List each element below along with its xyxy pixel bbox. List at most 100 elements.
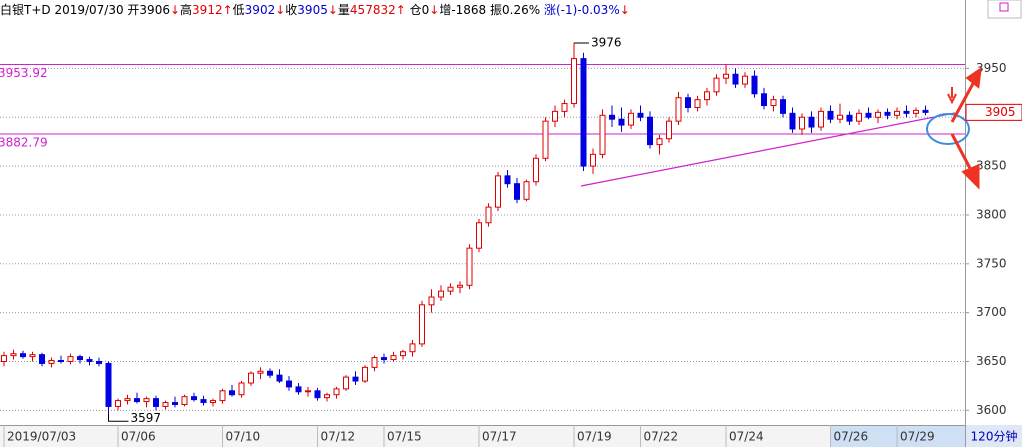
candle-body bbox=[466, 247, 473, 286]
header-segment: ↓ bbox=[328, 3, 338, 17]
annotation-label: 3976 bbox=[591, 35, 622, 49]
y-tick-label: 3950 bbox=[976, 61, 1007, 75]
candle-body bbox=[457, 284, 463, 288]
candle-body bbox=[1, 355, 7, 362]
candle-body bbox=[419, 304, 425, 345]
candle-body bbox=[523, 181, 530, 200]
candle-body bbox=[837, 114, 843, 120]
y-tick-label: 3600 bbox=[976, 403, 1007, 417]
x-tick-label: 07/12 bbox=[321, 430, 356, 444]
candle-body bbox=[39, 354, 45, 364]
header-segment: 仓0 bbox=[406, 3, 429, 17]
y-tick-label: 3800 bbox=[976, 207, 1007, 221]
x-tick-label: 07/06 bbox=[121, 430, 156, 444]
candle-body bbox=[267, 370, 273, 376]
candle-body bbox=[390, 355, 397, 361]
candle-body bbox=[561, 103, 568, 112]
header-segment: 457832 bbox=[350, 3, 396, 17]
candle-body bbox=[504, 175, 511, 185]
candle-body bbox=[799, 116, 805, 130]
candle-body bbox=[751, 75, 758, 95]
candle-body bbox=[438, 290, 444, 298]
candle-body bbox=[571, 58, 577, 105]
candle-body bbox=[124, 398, 131, 402]
candle-body bbox=[533, 157, 539, 183]
candle-body bbox=[761, 93, 767, 107]
candle-body bbox=[856, 112, 862, 122]
header-segment: ↓ bbox=[429, 3, 439, 17]
period-label: 120分钟 bbox=[971, 429, 1018, 444]
header-segment: 3905 bbox=[297, 3, 328, 17]
candle-body bbox=[409, 343, 416, 353]
x-tick-label: 07/17 bbox=[482, 430, 517, 444]
small-arrow bbox=[947, 87, 957, 105]
candle-body bbox=[181, 396, 188, 405]
down-arrow bbox=[950, 133, 980, 190]
candle-body bbox=[362, 366, 368, 382]
candle-body bbox=[485, 206, 492, 224]
x-tick-label: 07/26 bbox=[834, 430, 869, 444]
header-segment: 高 bbox=[180, 2, 192, 17]
candle-body bbox=[875, 111, 881, 118]
candle-body bbox=[628, 112, 634, 126]
candle-body bbox=[789, 112, 796, 130]
header-segment: ↓ bbox=[170, 3, 180, 17]
candle-body bbox=[618, 118, 625, 126]
header: 白银T+D 2019/07/30 开3906↓高3912↑低3902↓收3905… bbox=[0, 2, 630, 17]
candle-body bbox=[400, 351, 406, 357]
header-segment: ↓ bbox=[620, 3, 630, 17]
candle-body bbox=[865, 112, 872, 118]
candle-body bbox=[542, 120, 549, 159]
header-segment: 收 bbox=[285, 3, 297, 17]
candle-body bbox=[723, 73, 729, 79]
candle-body bbox=[229, 390, 235, 396]
candle-body bbox=[210, 400, 216, 404]
annotation-label: 3597 bbox=[131, 411, 162, 425]
candle-body bbox=[248, 372, 254, 384]
candle-body bbox=[67, 356, 74, 362]
candle-body bbox=[732, 73, 739, 85]
corner-icon bbox=[999, 2, 1009, 12]
candle-body bbox=[704, 91, 710, 101]
trend-line bbox=[580, 112, 956, 187]
candle-body bbox=[447, 286, 454, 292]
candle-body bbox=[352, 376, 359, 382]
candle-body bbox=[637, 112, 644, 118]
candle-body bbox=[58, 360, 64, 363]
candle-body bbox=[286, 380, 292, 388]
candle-body bbox=[191, 396, 197, 401]
annotation-leader bbox=[108, 413, 129, 422]
candle-body bbox=[257, 370, 264, 374]
level-label: 3882.79 bbox=[0, 136, 48, 150]
candle-body bbox=[666, 120, 672, 140]
candle-body bbox=[495, 175, 501, 208]
header-segment: 3902 bbox=[245, 3, 276, 17]
candle-body bbox=[10, 353, 17, 357]
header-segment: 低 bbox=[233, 3, 245, 17]
candle-body bbox=[371, 357, 378, 368]
header-segment: 量 bbox=[338, 3, 350, 17]
candle-body bbox=[903, 110, 910, 114]
x-tick-label: 07/22 bbox=[644, 430, 679, 444]
y-tick-label: 3650 bbox=[976, 354, 1007, 368]
header-segment: ↓ bbox=[275, 3, 285, 17]
candle-body bbox=[219, 390, 226, 402]
candle-body bbox=[77, 356, 83, 361]
candle-body bbox=[894, 110, 900, 116]
header-segment: ↑ bbox=[223, 3, 233, 17]
up-arrow bbox=[950, 66, 982, 123]
candle-body bbox=[29, 354, 36, 358]
candle-body bbox=[884, 111, 891, 116]
candle-body bbox=[153, 398, 159, 407]
candle-body bbox=[295, 386, 302, 393]
header-segment: 涨(-1)-0.03% bbox=[544, 2, 620, 17]
period-box bbox=[966, 425, 1022, 447]
header-segment: 3912 bbox=[192, 3, 223, 17]
header-segment: 增-1868 振0.26% bbox=[439, 3, 544, 17]
candle-body bbox=[428, 296, 435, 306]
candle-body bbox=[913, 109, 919, 114]
x-tick-label: 07/15 bbox=[387, 430, 422, 444]
level-label: 3953.92 bbox=[0, 66, 48, 80]
